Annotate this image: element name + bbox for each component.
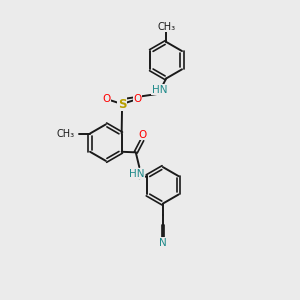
Text: N: N [159, 238, 167, 248]
Text: HN: HN [152, 85, 167, 94]
Text: O: O [139, 130, 147, 140]
Text: CH₃: CH₃ [157, 22, 175, 32]
Text: HN: HN [129, 169, 145, 178]
Text: O: O [133, 94, 142, 104]
Text: O: O [103, 94, 111, 104]
Text: CH₃: CH₃ [56, 128, 74, 139]
Text: S: S [118, 98, 126, 111]
